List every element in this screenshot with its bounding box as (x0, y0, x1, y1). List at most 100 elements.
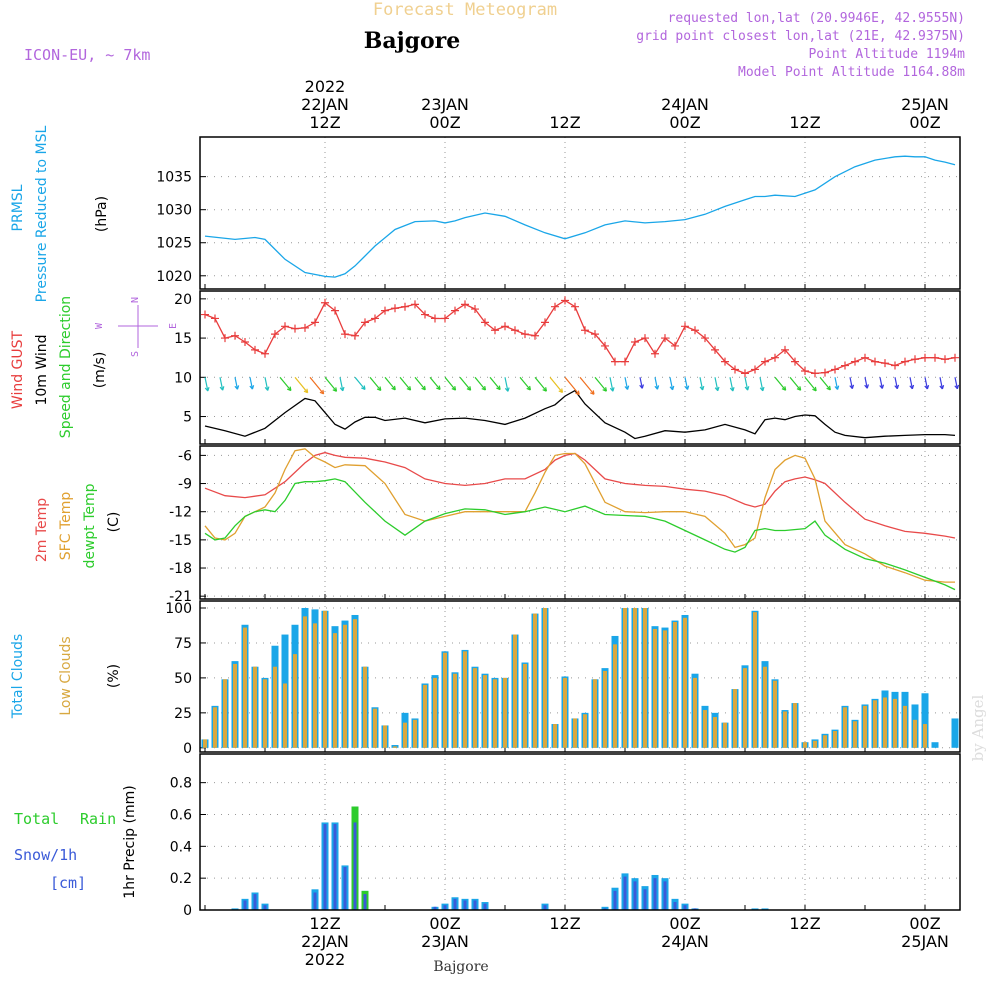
cloud-bar-low (873, 700, 877, 748)
cloud-bar-low (353, 619, 357, 748)
compass-w: W (94, 322, 105, 329)
chart-title: Forecast Meteogram (373, 0, 557, 20)
cloud-bar-low (773, 680, 777, 748)
gust-marker (301, 323, 309, 332)
top-date-label: 22JAN (301, 95, 349, 114)
cloud-unit: (%) (106, 664, 122, 688)
total-legend: Total (14, 810, 59, 828)
gust-marker (401, 302, 409, 311)
cloud-bar-low (683, 617, 687, 748)
cloud-bar-low (903, 705, 907, 748)
cloud-bar-low (513, 634, 517, 748)
cloud-bar-low (223, 679, 227, 748)
cloud-bar-low (553, 724, 557, 748)
wind-arrow (219, 377, 224, 391)
series-line-wind-gust (204, 299, 956, 375)
cloud-bar-low (793, 703, 797, 748)
gust-marker (231, 331, 239, 340)
cloud-bar-low (803, 742, 807, 748)
gust-marker (311, 318, 319, 327)
compass-n: N (130, 297, 141, 303)
wind-arrow-head (526, 385, 531, 391)
precip-bar-snow (323, 824, 327, 910)
wind-dir-label: Speed and Direction (58, 296, 74, 438)
precip-bar-snow (253, 894, 257, 910)
wind-arrow (654, 377, 659, 390)
cloud-bar-low (243, 627, 247, 748)
gust-marker (891, 361, 899, 370)
wind-arrow (504, 377, 509, 392)
bottom-hour-label: 12Z (789, 914, 820, 933)
gust-marker (841, 361, 849, 370)
wind-arrow-head (496, 385, 501, 391)
gust-marker (251, 345, 259, 354)
wind-arrow (639, 377, 643, 389)
cloud-bar-low (343, 624, 347, 748)
watermark: by Angel (969, 694, 987, 761)
cloud-bar-low (373, 708, 377, 748)
wind-arrow-head (894, 384, 900, 390)
gust-marker (471, 305, 479, 314)
y-tick-label: 0 (183, 741, 192, 757)
cloud-bar-low (563, 677, 567, 748)
panel-frame (199, 445, 961, 600)
gust-label: Wind GUST (10, 330, 26, 409)
gust-marker (281, 322, 289, 331)
cloud-bar-low (283, 683, 287, 748)
wind-arrow-head (609, 387, 615, 392)
compass-e: E (168, 323, 179, 329)
gust-marker (391, 304, 399, 313)
gust-marker (831, 365, 839, 374)
gust-marker (371, 314, 379, 323)
gust-marker (851, 357, 859, 366)
wind-arrow (474, 376, 486, 391)
wind-ylabels: Wind GUST 10m Wind Speed and Direction (… (10, 296, 179, 438)
cloud-bar-low (623, 607, 627, 748)
cloud-bar-total (931, 742, 939, 748)
cloud-bar-low (423, 684, 427, 748)
wind-arrow-head (759, 386, 765, 392)
cloud-bar-low (833, 731, 837, 748)
wind-arrow-head (504, 387, 510, 392)
cloud-bar-low (233, 663, 237, 748)
y-tick-label: 0.4 (170, 839, 192, 855)
precip-bar-snow (343, 867, 347, 910)
cloud-bar-low (573, 718, 577, 748)
series-line-10m-wind (204, 389, 956, 440)
gust-marker (921, 353, 929, 362)
wind-arrow-head (558, 388, 564, 394)
wind-arrow (384, 376, 396, 391)
gust-marker (881, 359, 889, 368)
precip-bar-snow (633, 881, 637, 910)
series-line-prmsl (204, 155, 956, 278)
wind-arrow (894, 377, 898, 389)
snow-unit-legend: [cm] (50, 874, 86, 892)
gust-marker (691, 326, 699, 335)
gust-marker (421, 310, 429, 319)
prmsl-label: PRMSL (10, 184, 26, 231)
cloud-bar-low (523, 663, 527, 748)
wind-arrow (444, 376, 456, 391)
panel-frame (199, 136, 961, 290)
temp-unit: (C) (106, 512, 122, 533)
dewpt-label: dewpt Temp (82, 483, 98, 568)
wind-arrow-head (204, 387, 210, 392)
compass-icon: N W E S (94, 297, 179, 357)
cloud-bar-low (673, 621, 677, 748)
gust-marker (521, 330, 529, 339)
cloud-bar-low (633, 607, 637, 748)
bottom-hour-label: 00Z (429, 914, 460, 933)
cloud-bar-low (363, 666, 367, 748)
wind-arrow-head (319, 389, 325, 395)
cloud-bar-low (663, 630, 667, 748)
y-tick-label: -15 (169, 533, 192, 549)
gust-marker (461, 300, 469, 309)
wind-arrow-head (542, 387, 547, 392)
wind-arrow-head (249, 385, 255, 390)
location-title: Bajgore (364, 28, 460, 54)
cloud-bar-low (753, 612, 757, 748)
wind-arrow-head (714, 386, 720, 392)
y-tick-label: -12 (169, 505, 192, 521)
precip-bar-snow (483, 903, 487, 910)
precip-bar-snow (663, 881, 667, 910)
